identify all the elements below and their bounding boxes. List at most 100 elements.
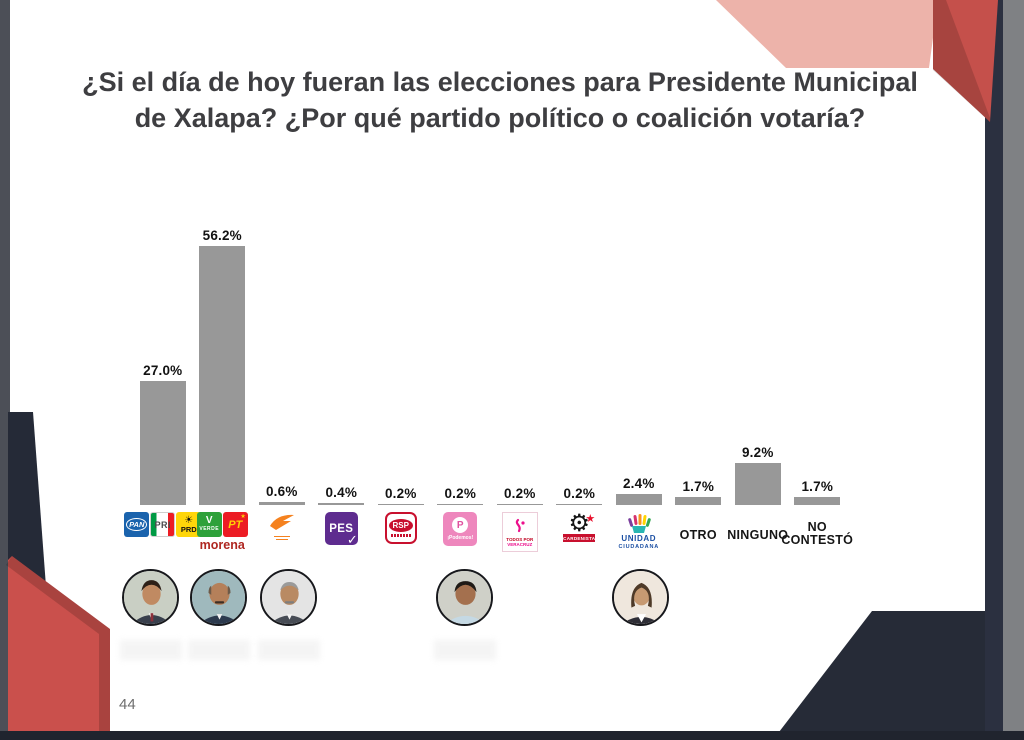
bar-column-todos-por-veracruz: 0.2% TODOS POR VERACRUZ bbox=[490, 486, 550, 569]
bar-chart: 27.0% PAN PRI ☀ PRD 56.2% V VERDE ★ PT more… bbox=[124, 228, 853, 569]
todos-label-line2: VERACRUZ bbox=[507, 541, 533, 547]
party-logo-pes: PES ✓ bbox=[312, 505, 372, 569]
bar-column-no-contesto: 1.7% NO CONTESTÓ bbox=[781, 479, 853, 569]
movimiento-ciudadano-eagle-icon bbox=[267, 512, 297, 546]
red-star-icon: ★ bbox=[585, 513, 596, 525]
bar bbox=[556, 504, 603, 505]
mc-tiny-text-line bbox=[273, 535, 290, 537]
bar-value-label: 2.4% bbox=[622, 476, 655, 491]
category-label-otro: OTRO bbox=[679, 528, 717, 542]
todos-label-line1: TODOS POR bbox=[506, 536, 534, 542]
category-ninguno: NINGUNO bbox=[727, 505, 789, 569]
pes-logo-icon: PES ✓ bbox=[324, 512, 358, 547]
unidad-label-line2: CIUDADANA bbox=[618, 544, 659, 550]
unidad-label-line1: UNIDAD bbox=[621, 534, 657, 543]
verde-label: VERDE bbox=[199, 525, 220, 532]
no-contesto-line1: NO bbox=[807, 520, 827, 534]
cardenista-logo-icon: ⚙ ★ CARDENISTA bbox=[560, 512, 598, 550]
bar bbox=[734, 463, 781, 505]
cardenista-label: CARDENISTA bbox=[563, 535, 596, 541]
verde-v: V bbox=[205, 514, 213, 526]
prd-label: PRD bbox=[180, 524, 197, 534]
bar-column-ninguno: 9.2% NINGUNO bbox=[727, 445, 789, 569]
bar-value-label: 0.2% bbox=[384, 486, 417, 501]
title-line-2: de Xalapa? ¿Por qué partido político o c… bbox=[134, 103, 866, 133]
mc-tiny-text-line bbox=[275, 538, 288, 540]
bar-column-rsp: 0.2% RSP bbox=[371, 486, 431, 569]
no-contesto-line2: CONTESTÓ bbox=[781, 533, 854, 547]
rsp-tiny-text-line bbox=[390, 534, 411, 537]
bar-column-unidad-ciudadana: 2.4% UNIDAD CIUDADANA bbox=[609, 476, 669, 569]
redacted-name-blur bbox=[258, 640, 320, 660]
candidate-photo-2 bbox=[190, 569, 247, 626]
pes-label: PES bbox=[329, 522, 354, 535]
pt-logo-icon: ★ PT bbox=[222, 512, 248, 537]
party-logo-cardenista: ⚙ ★ CARDENISTA bbox=[550, 505, 610, 569]
todos-glyph bbox=[515, 518, 525, 532]
right-edge-strip bbox=[1003, 0, 1024, 740]
redacted-name-blur bbox=[120, 640, 182, 660]
candidate-photo-3 bbox=[260, 569, 317, 626]
podemos-p-label: P bbox=[456, 519, 464, 531]
bar-column-cardenista: 0.2% ⚙ ★ CARDENISTA bbox=[550, 486, 610, 569]
right-navy-bar bbox=[985, 0, 1003, 733]
bar bbox=[675, 497, 722, 505]
pan-logo-icon: PAN bbox=[124, 512, 150, 537]
bar-value-label: 0.6% bbox=[265, 484, 298, 499]
pt-label: PT bbox=[228, 518, 243, 531]
page-number: 44 bbox=[119, 696, 136, 713]
bar-column-pes: 0.4% PES ✓ bbox=[312, 485, 372, 569]
party-logo-verde-pt-morena: V VERDE ★ PT morena bbox=[193, 505, 253, 569]
bar-value-label: 0.4% bbox=[325, 485, 358, 500]
verde-logo-icon: V VERDE bbox=[196, 512, 222, 537]
bar bbox=[437, 504, 484, 505]
redacted-name-blur bbox=[188, 640, 250, 660]
pt-star-icon: ★ bbox=[240, 514, 246, 520]
podemos-pin: P bbox=[452, 517, 469, 533]
bar-value-label: 27.0% bbox=[143, 363, 183, 378]
pri-label: PRI bbox=[154, 519, 171, 530]
podemos-label: ¡Podemos! bbox=[447, 535, 474, 541]
category-otro: OTRO bbox=[669, 505, 729, 569]
bar bbox=[377, 504, 424, 505]
rsp-oval: RSP bbox=[388, 519, 413, 532]
category-label-ninguno: NINGUNO bbox=[727, 528, 789, 542]
redacted-name-blur bbox=[434, 640, 496, 660]
title-line-1: ¿Si el día de hoy fueran las elecciones … bbox=[82, 67, 918, 97]
candidate-photo-4 bbox=[436, 569, 493, 626]
prd-sun-icon: ☀ bbox=[184, 514, 194, 526]
bar bbox=[139, 381, 186, 505]
bar-column-otro: 1.7% OTRO bbox=[669, 479, 729, 569]
party-logo-unidad-ciudadana: UNIDAD CIUDADANA bbox=[609, 505, 669, 569]
pri-logo-icon: PRI bbox=[150, 512, 176, 537]
bar-value-label: 0.2% bbox=[563, 486, 596, 501]
bar-column-podemos: 0.2% P ¡Podemos! bbox=[431, 486, 491, 569]
slide-title: ¿Si el día de hoy fueran las elecciones … bbox=[42, 64, 958, 136]
cardenista-banner: CARDENISTA bbox=[563, 534, 596, 542]
left-edge-strip bbox=[0, 0, 10, 733]
unidad-ciudadana-logo-icon: UNIDAD CIUDADANA bbox=[618, 512, 659, 551]
bar-value-label: 56.2% bbox=[202, 228, 242, 243]
coalition-logo-row: PAN PRI ☀ PRD bbox=[124, 512, 202, 537]
bar bbox=[199, 246, 246, 505]
bar-value-label: 0.2% bbox=[444, 486, 477, 501]
bar bbox=[318, 503, 365, 505]
podemos-logo-icon: P ¡Podemos! bbox=[443, 512, 478, 546]
party-logo-podemos: P ¡Podemos! bbox=[431, 505, 491, 569]
rainbow-hand-icon bbox=[627, 514, 651, 533]
rsp-label: RSP bbox=[392, 521, 409, 530]
rsp-logo-icon: RSP bbox=[384, 512, 417, 544]
bar bbox=[496, 504, 543, 505]
bar-value-label: 1.7% bbox=[801, 479, 834, 494]
candidate-photo-5 bbox=[612, 569, 669, 626]
coalition-logo-row: V VERDE ★ PT bbox=[196, 512, 248, 537]
party-logo-todos-por-veracruz: TODOS POR VERACRUZ bbox=[490, 505, 550, 569]
bottom-border-bar bbox=[0, 731, 1024, 740]
bar bbox=[258, 502, 305, 505]
pes-check-icon: ✓ bbox=[346, 532, 358, 547]
category-label-no-contesto: NO CONTESTÓ bbox=[781, 521, 853, 547]
bar bbox=[615, 494, 662, 505]
bar-column-verde-pt-morena: 56.2% V VERDE ★ PT morena bbox=[193, 228, 253, 569]
party-logo-rsp: RSP bbox=[371, 505, 431, 569]
